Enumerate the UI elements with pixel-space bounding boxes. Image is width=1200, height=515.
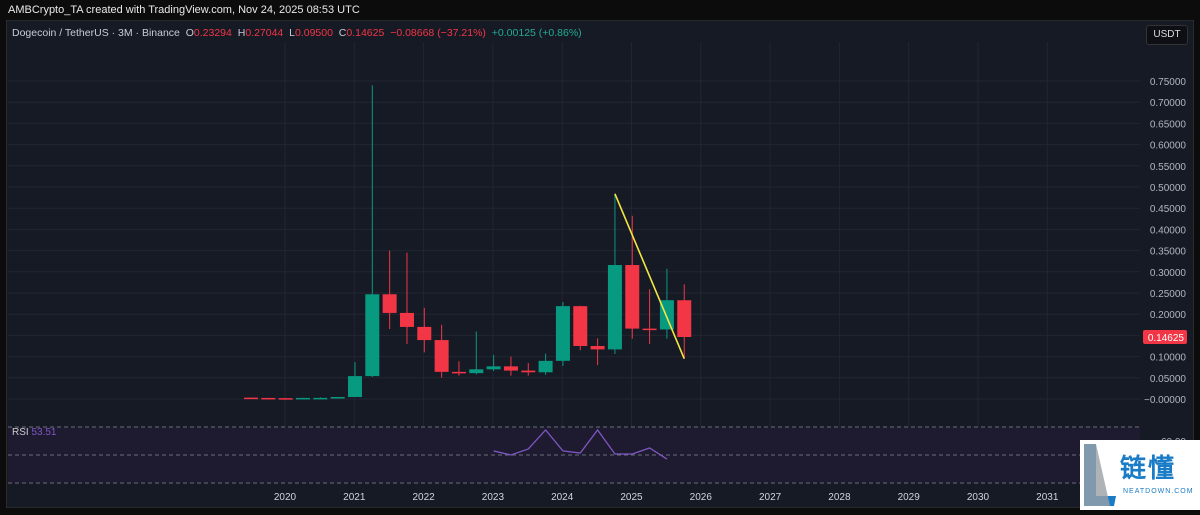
rsi-legend: RSI 53.51	[12, 427, 56, 438]
price-axis-label: 0.40000	[1150, 225, 1187, 236]
price-axis-label: 0.55000	[1150, 162, 1187, 173]
high-value: 0.27044	[245, 27, 284, 39]
rsi-value: 53.51	[31, 427, 57, 438]
candle-body	[347, 376, 362, 398]
high-label: H	[237, 27, 246, 39]
neatdown-logo: 链懂 NEATDOWN.COM	[1080, 440, 1200, 510]
extra-change: +0.00125 (+0.86%)	[491, 27, 582, 39]
close-value: 0.14625	[346, 27, 385, 39]
candle-body	[642, 328, 657, 331]
price-axis-label: 0.10000	[1150, 353, 1187, 364]
price-axis-label: 0.35000	[1150, 247, 1187, 258]
price-axis-label: 0.75000	[1150, 77, 1187, 88]
change-value: −0.08668 (−37.21%)	[390, 27, 486, 39]
logo-cn: 链懂	[1120, 453, 1177, 483]
last-price-tag	[1143, 329, 1187, 344]
candle-body	[313, 397, 328, 400]
close-label: C	[338, 27, 347, 39]
price-axis-label: 0.65000	[1150, 119, 1187, 130]
price-axis-label: 0.45000	[1150, 204, 1187, 215]
candle-body	[365, 294, 380, 377]
candle-body	[330, 397, 345, 399]
price-axis-label: 0.70000	[1150, 98, 1187, 109]
last-price-label: 0.14625	[1148, 333, 1185, 344]
x-tick-label: 2029	[898, 492, 921, 503]
x-tick-label: 2021	[343, 492, 366, 503]
candle-body	[486, 366, 501, 370]
x-tick-label: 2022	[412, 492, 435, 503]
ohlc-legend: Dogecoin / TetherUS · 3M · Binance O0.23…	[12, 27, 582, 39]
watermark: AMBCrypto_TA created with TradingView.co…	[8, 4, 360, 16]
x-tick-label: 2025	[620, 492, 643, 503]
candle-body	[295, 397, 310, 400]
price-axis-label: 0.25000	[1150, 289, 1187, 300]
price-axis-label: −0.00000	[1144, 395, 1186, 406]
open-label: O	[185, 27, 194, 39]
candle-body	[399, 312, 414, 327]
trendline	[614, 193, 685, 360]
candle-body	[538, 360, 553, 373]
candle-body	[244, 397, 258, 400]
low-value: 0.09500	[294, 27, 333, 39]
x-tick-label: 2030	[967, 492, 990, 503]
candle-body	[555, 306, 570, 361]
candle-body	[503, 366, 518, 371]
low-label: L	[289, 27, 295, 39]
candle-body	[521, 370, 536, 373]
x-tick-label: 2031	[1036, 492, 1059, 503]
logo-en: NEATDOWN.COM	[1123, 488, 1194, 495]
x-tick-label: 2028	[828, 492, 851, 503]
price-axis-label: 0.60000	[1150, 141, 1187, 152]
candle-body	[451, 371, 466, 374]
candle-body	[434, 340, 449, 372]
currency-button[interactable]: USDT	[1146, 25, 1188, 45]
logo-mark-icon	[1084, 444, 1116, 506]
candle-body	[382, 294, 397, 313]
candle-body	[677, 300, 692, 337]
candle-body	[590, 346, 605, 350]
price-axis-label: 0.20000	[1150, 310, 1187, 321]
x-tick-label: 2024	[551, 492, 574, 503]
price-axis-label: 0.50000	[1150, 183, 1187, 194]
candle-body	[573, 306, 588, 346]
candle-body	[469, 369, 484, 374]
symbol-title[interactable]: Dogecoin / TetherUS · 3M · Binance	[12, 27, 180, 39]
rsi-band-fill	[8, 427, 1140, 483]
candle-body	[607, 265, 622, 350]
x-tick-label: 2023	[482, 492, 505, 503]
price-axis-label: 0.05000	[1150, 374, 1187, 385]
rsi-line	[493, 428, 668, 460]
candle-body	[261, 397, 276, 400]
rsi-label: RSI	[12, 427, 29, 438]
x-tick-label: 2026	[690, 492, 713, 503]
x-tick-label: 2020	[274, 492, 297, 503]
open-value: 0.23294	[193, 27, 232, 39]
candle-body	[278, 398, 293, 400]
candle-body	[625, 265, 640, 329]
price-axis-label: 0.30000	[1150, 268, 1187, 279]
x-tick-label: 2027	[759, 492, 782, 503]
candle-body	[417, 326, 432, 341]
